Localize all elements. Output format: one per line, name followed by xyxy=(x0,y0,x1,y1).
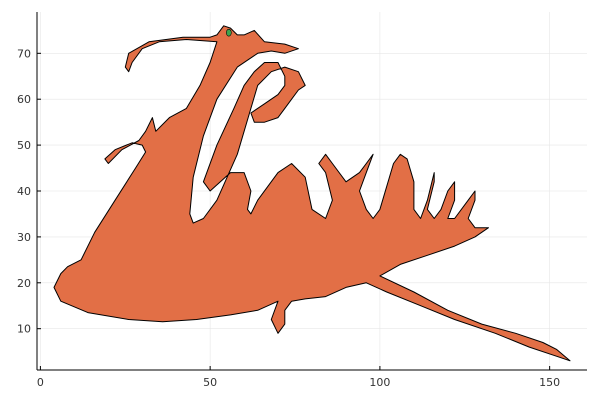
y-tick-label: 10 xyxy=(17,323,31,336)
y-tick-label: 50 xyxy=(17,139,31,152)
y-tick-label: 60 xyxy=(17,93,31,106)
area-series-0 xyxy=(53,25,571,362)
y-tick-label: 70 xyxy=(17,47,31,60)
tick-labels: 0 50 100 150 10 20 30 40 50 60 70 xyxy=(17,47,560,389)
accent-mark xyxy=(226,28,232,37)
series-layer xyxy=(53,25,571,362)
y-tick-label: 40 xyxy=(17,185,31,198)
x-tick-label: 50 xyxy=(203,376,217,389)
x-tick-label: 0 xyxy=(37,376,44,389)
x-tick-label: 150 xyxy=(539,376,560,389)
x-tick-label: 100 xyxy=(369,376,390,389)
y-tick-label: 30 xyxy=(17,231,31,244)
y-tick-label: 20 xyxy=(17,277,31,290)
